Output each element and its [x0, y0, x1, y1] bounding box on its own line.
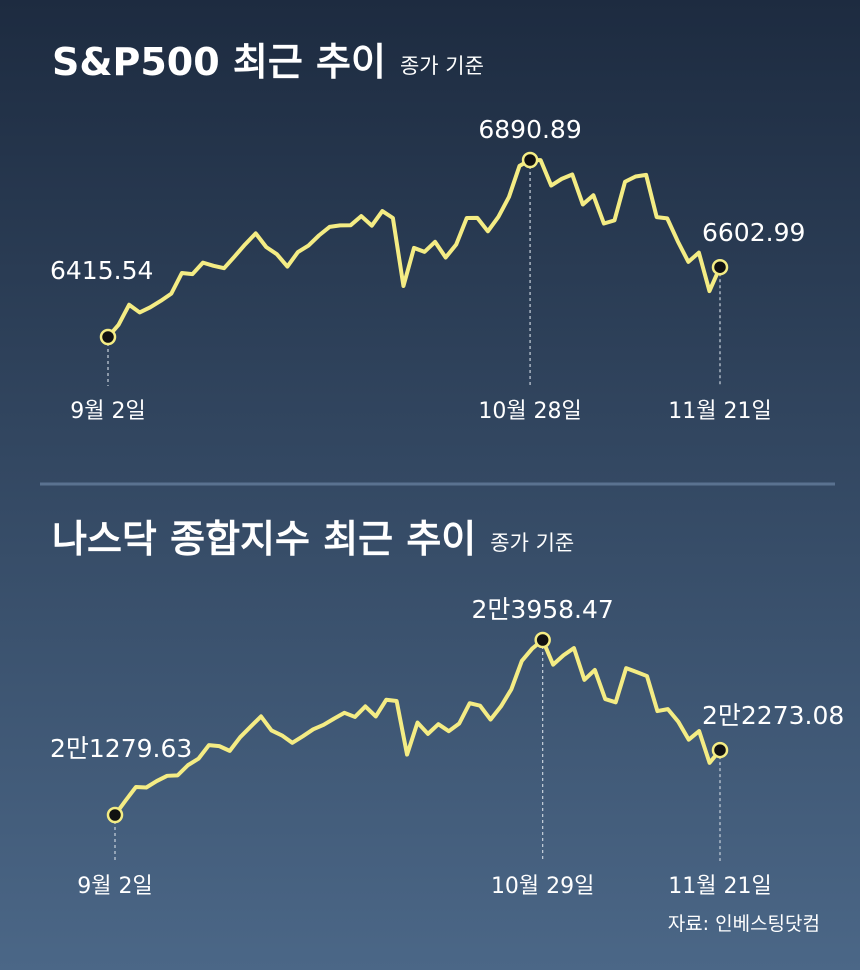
chart-subtitle: 종가 기준 — [490, 531, 574, 555]
value-label: 2만1279.63 — [50, 734, 192, 763]
chart-subtitle: 종가 기준 — [400, 54, 484, 78]
value-label: 6890.89 — [478, 115, 581, 144]
value-label: 2만2273.08 — [702, 701, 844, 730]
point-marker — [711, 258, 729, 276]
line — [106, 158, 722, 339]
x-tick-label: 11월 21일 — [668, 399, 771, 424]
point-marker — [711, 741, 729, 759]
x-tick-label: 11월 21일 — [668, 874, 771, 899]
point-marker — [99, 328, 117, 346]
point-marker — [106, 806, 124, 824]
line — [113, 638, 722, 817]
x-tick-label: 10월 28일 — [478, 399, 581, 424]
x-tick-label: 9월 2일 — [77, 874, 152, 899]
point-marker — [521, 151, 539, 169]
source: 자료: 인베스팅닷컴 — [668, 913, 820, 935]
value-label: 2만3958.47 — [472, 595, 614, 624]
point-marker — [534, 631, 551, 649]
value-label: 6602.99 — [702, 218, 805, 247]
value-label: 6415.54 — [50, 256, 153, 285]
x-tick-label: 9월 2일 — [70, 399, 145, 424]
x-tick-label: 10월 29일 — [491, 874, 594, 899]
chart-title: 나스닥 종합지수 최근 추이 — [52, 517, 476, 561]
chart-title: S&P500 최근 추이 — [52, 40, 386, 84]
